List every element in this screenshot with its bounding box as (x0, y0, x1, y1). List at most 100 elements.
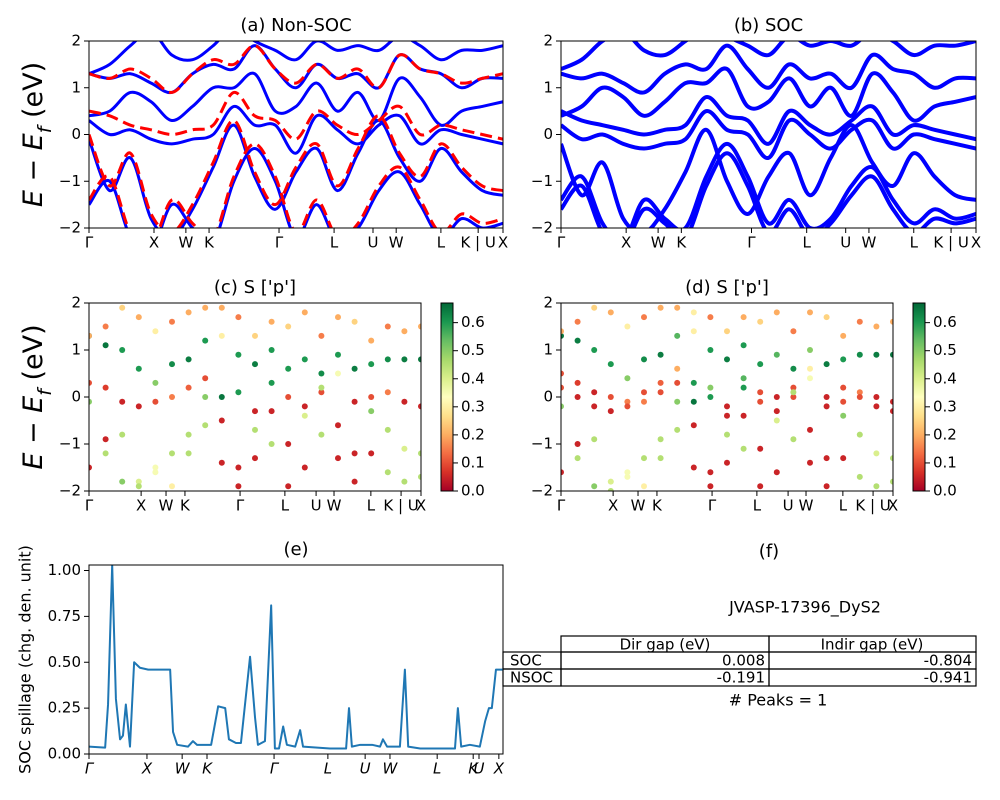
point (185, 384, 192, 391)
x-tick-label: L (437, 234, 446, 252)
point (135, 483, 142, 490)
point (119, 304, 126, 311)
point (657, 304, 664, 311)
point (707, 483, 714, 490)
point (218, 459, 225, 466)
point (235, 389, 242, 396)
point (384, 389, 391, 396)
point (102, 450, 109, 457)
point (235, 464, 242, 471)
point (873, 323, 880, 330)
point (202, 422, 209, 429)
point (823, 361, 830, 368)
band-line (561, 41, 976, 71)
x-tick-label: L (839, 497, 848, 515)
point (218, 417, 225, 424)
point (89, 398, 92, 405)
axes-frame (88, 302, 422, 492)
band-line (89, 44, 503, 94)
y-tick-label: 0 (71, 125, 81, 143)
point (318, 370, 325, 377)
point (285, 394, 292, 400)
point (823, 394, 830, 400)
point (384, 323, 391, 330)
point (674, 379, 681, 386)
x-tick-label: X (141, 760, 153, 778)
table-panel: (f) JVASP-17396_DyS2 Dir gap (eV) Indir … (502, 541, 977, 710)
colorbar-tick-label: 0.5 (933, 341, 957, 359)
colorbar-tick-label: 0.2 (461, 425, 485, 443)
colorbar-tick-label: 0.1 (933, 453, 957, 471)
point (641, 356, 647, 363)
x-tick-label: Γ (747, 234, 756, 252)
colorbar-tick-label: 0.3 (461, 397, 485, 415)
point (591, 403, 598, 410)
cell-value: -0.804 (924, 652, 972, 670)
colorbar-tick-label: 0.0 (933, 482, 957, 500)
y-tick-label: 2 (543, 32, 553, 50)
point (418, 356, 421, 363)
point (641, 483, 647, 490)
point (807, 426, 813, 433)
point (707, 347, 714, 353)
x-tick-label: X (971, 234, 981, 252)
point (561, 469, 564, 476)
x-tick-label: K | U (855, 497, 890, 515)
point (807, 309, 813, 316)
panel-title: (e) (283, 539, 308, 560)
band-line (561, 66, 976, 123)
point (657, 389, 664, 396)
cell-value: -0.941 (924, 669, 972, 687)
point (401, 398, 408, 405)
point (152, 379, 159, 386)
point (607, 478, 614, 485)
y-axis-label-part: (eV) (18, 324, 49, 389)
point (591, 389, 598, 396)
y-tick-label: 0.50 (48, 653, 81, 671)
y-tick-label: 0.25 (48, 699, 81, 717)
point (624, 473, 631, 480)
point (591, 347, 598, 353)
point (335, 455, 341, 462)
cell-value: 0.008 (722, 652, 765, 670)
x-tick-label: X (608, 497, 618, 515)
point (790, 365, 797, 372)
point (607, 361, 614, 368)
point (674, 398, 681, 405)
point (268, 318, 275, 325)
point (235, 483, 242, 490)
x-tick-label: Γ (557, 234, 566, 252)
x-tick-label: L (281, 497, 290, 515)
point (674, 426, 681, 433)
point (268, 379, 275, 386)
point (351, 398, 358, 405)
y-axis-label-part: f (34, 386, 56, 396)
point (740, 375, 747, 382)
point (840, 384, 847, 391)
point (840, 412, 847, 419)
row-label: NSOC (510, 669, 553, 687)
band-line (561, 95, 976, 146)
axes-frame (88, 40, 504, 229)
x-tick-label: W (159, 497, 174, 515)
point (873, 351, 880, 358)
point (185, 309, 192, 316)
point (218, 304, 225, 311)
y-axis-label-part: E − E (18, 396, 49, 470)
point (807, 459, 813, 466)
point (657, 379, 664, 386)
y-axis-label: SOC spillage (chg. den. unit) (16, 545, 35, 774)
x-tick-label: Γ (236, 497, 245, 515)
band-line (89, 104, 503, 155)
point (690, 422, 697, 429)
point (152, 464, 159, 471)
y-axis-label-part: f (34, 123, 56, 133)
colorbar-tick-label: 0.6 (933, 313, 957, 331)
point (401, 356, 408, 363)
x-tick-label: X (498, 234, 508, 252)
point (724, 328, 730, 335)
point (202, 337, 209, 344)
point (873, 394, 880, 400)
point (807, 365, 813, 372)
point (384, 469, 391, 476)
